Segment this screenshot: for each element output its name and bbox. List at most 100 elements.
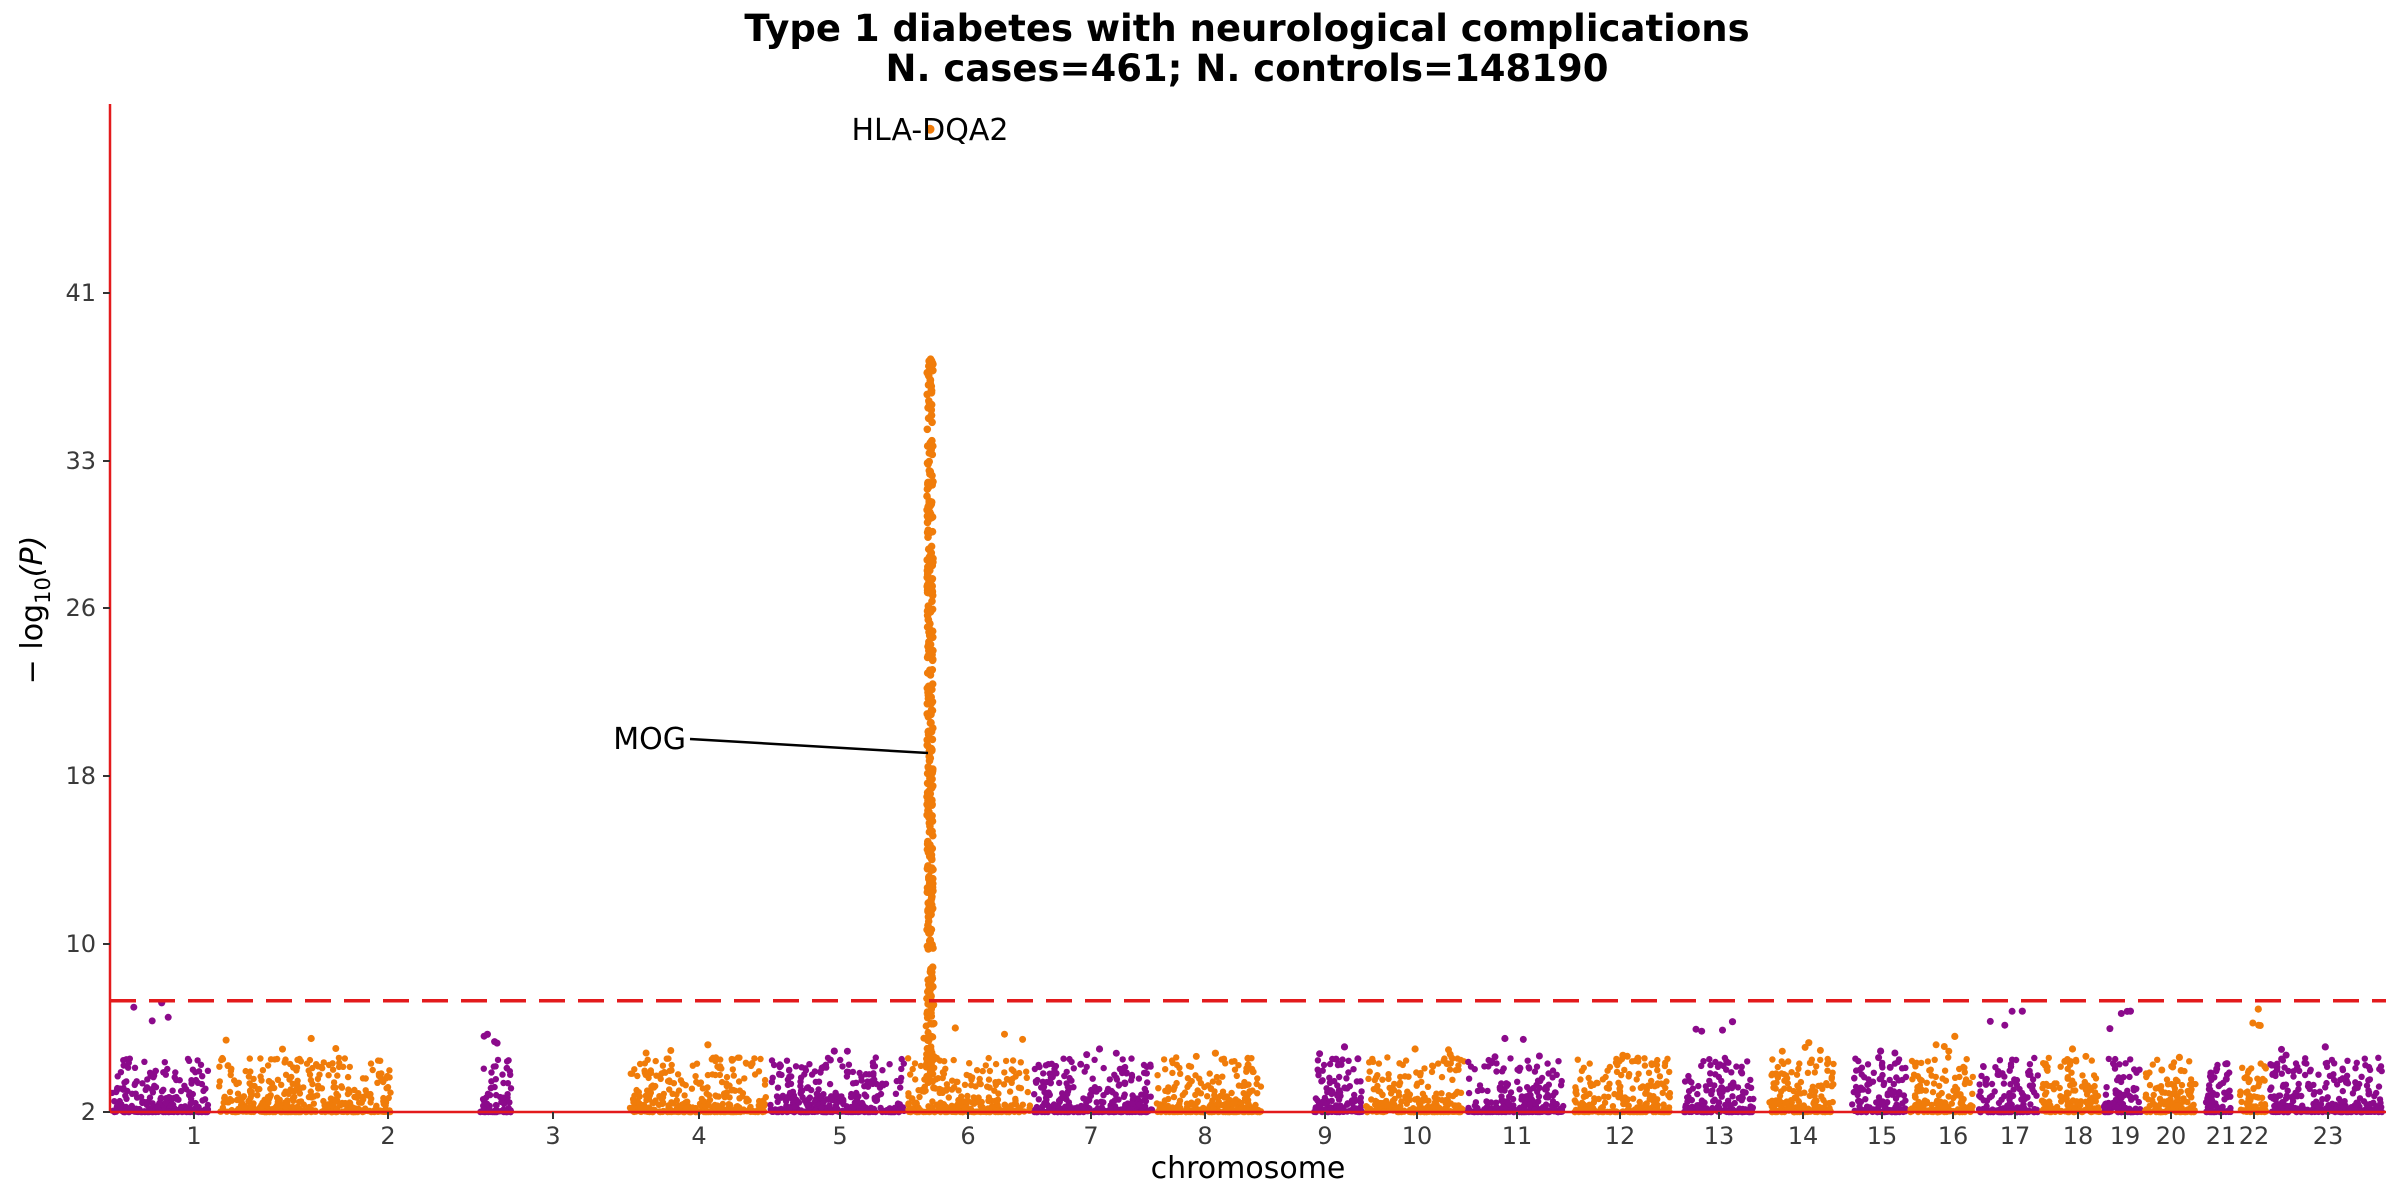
snp-point bbox=[808, 1086, 815, 1094]
snp-point bbox=[1170, 1093, 1178, 1101]
snp-point bbox=[1616, 1090, 1624, 1098]
snp-point bbox=[1886, 1063, 1894, 1071]
snp-point bbox=[1969, 1090, 1976, 1098]
snp-point bbox=[968, 1076, 975, 1083]
snp-point bbox=[1829, 1069, 1836, 1076]
snp-point bbox=[951, 1084, 958, 1091]
snp-point bbox=[1718, 1077, 1725, 1085]
snp-point bbox=[1995, 1068, 2002, 1075]
chromosome-top-snp bbox=[2126, 1007, 2134, 1015]
chromosome-3-points bbox=[477, 1030, 515, 1116]
snp-point bbox=[2267, 1061, 2274, 1068]
snp-point bbox=[132, 1090, 139, 1097]
snp-point bbox=[1204, 1093, 1211, 1100]
snp-point bbox=[1443, 1060, 1451, 1068]
snp-point bbox=[2365, 1091, 2372, 1098]
snp-point bbox=[1039, 1103, 1046, 1110]
snp-point bbox=[1417, 1069, 1424, 1077]
snp-point bbox=[1254, 1090, 1261, 1097]
snp-point bbox=[2352, 1079, 2359, 1086]
snp-point bbox=[1706, 1077, 1713, 1085]
snp-point bbox=[1962, 1076, 1970, 1083]
snp-point bbox=[1980, 1063, 1987, 1070]
snp-point bbox=[2339, 1075, 2346, 1082]
snp-point bbox=[905, 1100, 912, 1107]
snp-point bbox=[1629, 1085, 1636, 1092]
snp-point bbox=[782, 1098, 790, 1105]
snp-point bbox=[972, 1083, 979, 1090]
snp-point bbox=[1945, 1093, 1952, 1100]
snp-point bbox=[265, 1077, 273, 1085]
snp-point bbox=[313, 1061, 320, 1068]
snp-point bbox=[1231, 1099, 1238, 1107]
chromosome-17-points bbox=[1975, 1007, 2042, 1116]
snp-point bbox=[233, 1080, 240, 1088]
snp-point bbox=[2284, 1087, 2291, 1094]
snp-point bbox=[1733, 1063, 1740, 1070]
snp-point bbox=[1644, 1082, 1652, 1089]
snp-point bbox=[2260, 1101, 2267, 1109]
snp-point bbox=[1249, 1087, 1256, 1094]
snp-point bbox=[1357, 1099, 1365, 1106]
snp-point bbox=[504, 1080, 512, 1087]
snp-point bbox=[490, 1063, 497, 1070]
snp-point bbox=[282, 1071, 290, 1079]
snp-point bbox=[693, 1060, 701, 1067]
chromosome-top-snp bbox=[1619, 1051, 1627, 1059]
snp-point bbox=[1912, 1094, 1919, 1101]
snp-point bbox=[845, 1061, 853, 1068]
snp-point bbox=[2001, 1073, 2008, 1080]
chromosome-top-snp bbox=[1411, 1045, 1419, 1053]
snp-point bbox=[1707, 1070, 1714, 1077]
snp-point bbox=[779, 1092, 787, 1100]
chromosome-22-points bbox=[2236, 1005, 2270, 1116]
snp-point bbox=[897, 1084, 904, 1091]
snp-point bbox=[2012, 1056, 2020, 1064]
snp-point bbox=[2289, 1097, 2297, 1105]
snp-point bbox=[979, 1067, 986, 1075]
chromosome-8-points bbox=[1153, 1049, 1265, 1116]
snp-point bbox=[2011, 1076, 2018, 1083]
snp-point bbox=[1956, 1073, 1963, 1081]
snp-point bbox=[2316, 1088, 2323, 1095]
snp-point bbox=[1787, 1097, 1795, 1104]
snp-point bbox=[843, 1073, 851, 1080]
snp-point bbox=[1316, 1050, 1324, 1058]
snp-point bbox=[2377, 1099, 2384, 1107]
snp-point bbox=[1666, 1068, 1673, 1076]
snp-point bbox=[493, 1039, 501, 1047]
snp-point bbox=[1535, 1052, 1543, 1060]
snp-point bbox=[1397, 1073, 1404, 1081]
snp-point bbox=[1945, 1047, 1953, 1055]
snp-point bbox=[341, 1055, 348, 1062]
snp-point bbox=[2361, 1055, 2368, 1062]
snp-point bbox=[1042, 1089, 1049, 1097]
snp-point bbox=[2069, 1097, 2077, 1104]
snp-point bbox=[259, 1067, 267, 1074]
snp-point bbox=[1228, 1058, 1236, 1065]
snp-point bbox=[2048, 1082, 2055, 1090]
snp-point bbox=[1042, 1062, 1050, 1069]
snp-point bbox=[1160, 1056, 1168, 1063]
snp-point bbox=[713, 1093, 720, 1100]
snp-point bbox=[1002, 1102, 1009, 1109]
snp-point bbox=[162, 1071, 169, 1078]
chromosome-19-points bbox=[2101, 1007, 2145, 1116]
chromosome-top-snp bbox=[2321, 1043, 2329, 1051]
snp-point bbox=[1036, 1063, 1043, 1071]
snp-point bbox=[278, 1081, 285, 1089]
snp-point bbox=[1923, 1079, 1931, 1087]
snp-point bbox=[1714, 1063, 1722, 1071]
snp-point bbox=[650, 1099, 657, 1107]
snp-point bbox=[818, 1064, 826, 1072]
snp-point bbox=[2213, 1065, 2221, 1073]
snp-point bbox=[929, 1098, 936, 1105]
snp-point bbox=[1060, 1094, 1067, 1102]
snp-point bbox=[2101, 1103, 2109, 1111]
chromosome-1-points bbox=[108, 999, 212, 1116]
snp-point bbox=[222, 1036, 230, 1044]
snp-point bbox=[2006, 1067, 2013, 1074]
snp-point bbox=[271, 1056, 278, 1063]
snp-point bbox=[1785, 1103, 1793, 1111]
snp-point bbox=[2187, 1076, 2195, 1083]
